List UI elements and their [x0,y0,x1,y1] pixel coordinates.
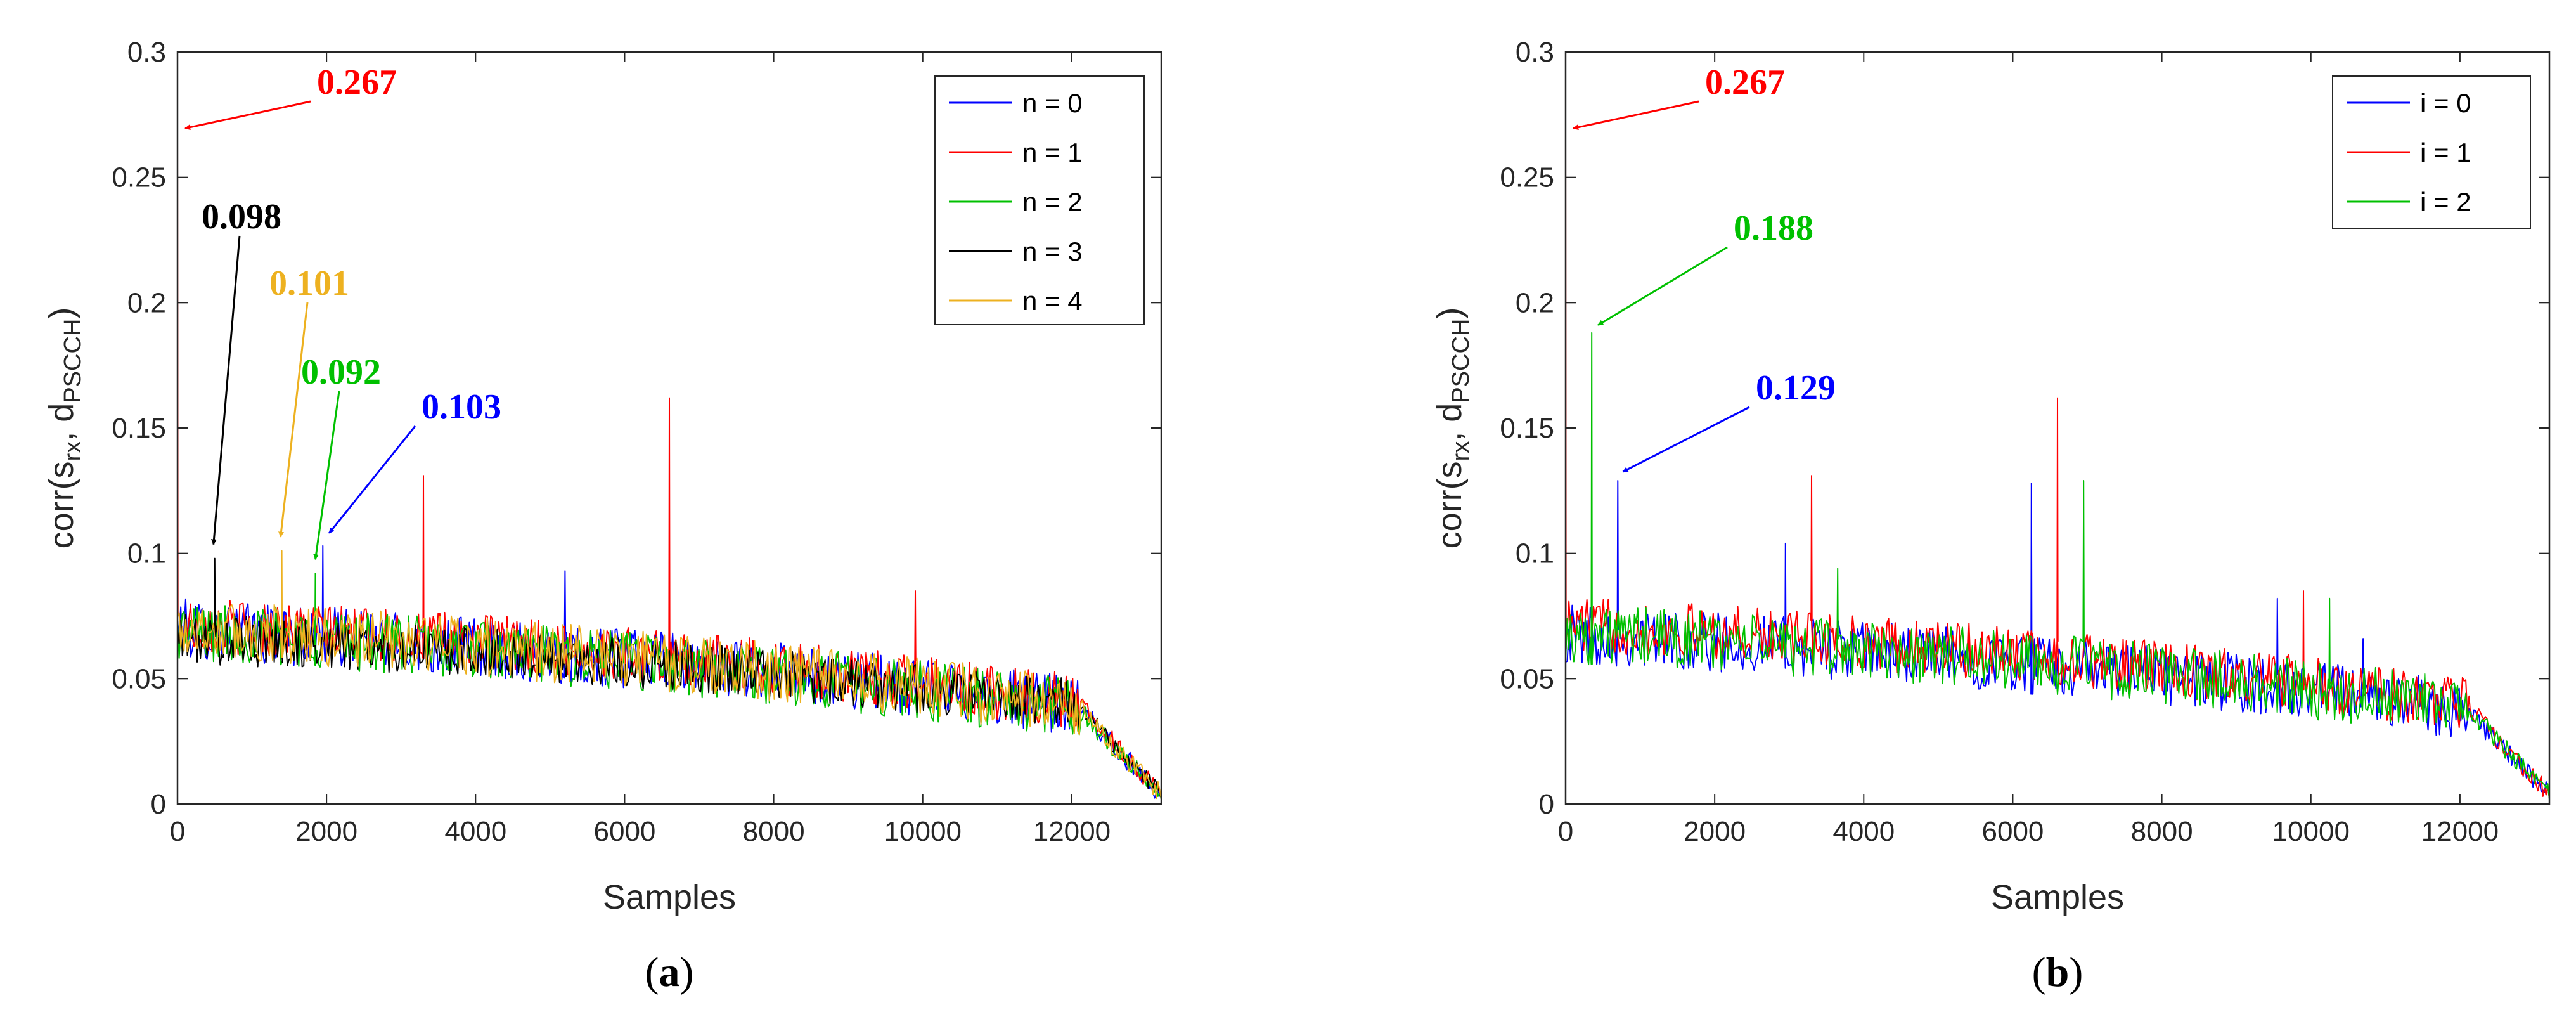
panel-b-annotations-layer: 0.267 0.188 0.129 [1573,63,1836,473]
panel-b-x-tick-label-4: 8000 [2131,816,2193,847]
panel-a-y-axis-label: corr(srx, dPSCCH) [42,308,86,549]
panel-b-x-tick-label-0: 0 [1558,816,1573,847]
panel-b-x-tick-label-1: 2000 [1684,816,1746,847]
panel-a-x-tick-label-3: 6000 [594,816,656,847]
panel-b-legend-label-2: i = 2 [2420,187,2471,217]
panel-a-y-tick-label-2: 0.1 [127,538,166,569]
panel-b-x-axis-label: Samples [1991,878,2124,916]
panel-a-y-tick-label-5: 0.25 [112,162,166,193]
panel-a-y-tick-label-4: 0.2 [127,287,166,318]
panel-a-y-tick-label-6: 0.3 [127,37,166,68]
panel-b-annotation-label-2: 0.129 [1756,368,1836,408]
panel-b-caption: (b) [2032,949,2083,996]
panel-b-y-tick-label-3: 0.15 [1500,413,1554,444]
panel-a-annotation-arrow-3 [313,391,340,561]
panel-a-legend-label-1: n = 1 [1022,138,1083,167]
panel-b-y-tick-label-6: 0.3 [1516,37,1554,68]
panel-b-legend-label-1: i = 1 [2420,138,2471,167]
panel-b-legend-label-0: i = 0 [2420,88,2471,118]
panel-a-x-axis-label: Samples [603,878,736,916]
panel-a-series-layer [177,134,1162,800]
panel-a-series-4-line [177,550,1162,800]
panel-a-legend-label-3: n = 3 [1022,237,1083,266]
panel-a-annotation-label-2: 0.101 [269,264,349,303]
panel-a-legend-label-2: n = 2 [1022,187,1083,217]
panel-a-annotation-arrow-0 [184,100,311,131]
panel-b-x-tick-label-5: 10000 [2272,816,2350,847]
panel-a-x-tick-label-0: 0 [170,816,185,847]
panel-b-legend: i = 0 i = 1 i = 2 [2332,75,2531,229]
panel-a-annotation-arrow-2 [278,302,309,538]
panel-a-annotation-arrow-4 [328,425,416,534]
panel-b: 0 2000 4000 6000 8000 10000 12000 0 0.05 0.1 0.15 0… [1431,37,2551,996]
panel-a-y-tick-label-3: 0.15 [112,413,166,444]
panel-a-annotation-arrow-1 [210,235,241,545]
panel-a-caption: (a) [645,949,694,996]
panel-b-annotation-arrow-2 [1622,406,1750,473]
panel-b-x-tick-label-2: 4000 [1832,816,1895,847]
panel-b-y-tick-label-5: 0.25 [1500,162,1554,193]
panel-a-y-tick-label-1: 0.05 [112,663,166,694]
panel-a-y-tick-label-0: 0 [151,789,166,820]
panel-b-annotation-arrow-0 [1573,100,1699,131]
panel-a-legend-label-0: n = 0 [1022,88,1083,118]
panel-b-y-axis-label: corr(srx, dPSCCH) [1431,308,1474,549]
panel-a-annotation-label-3: 0.092 [301,353,381,392]
panel-a: 0 2000 4000 6000 8000 10000 12000 0 0.05 0.1 0.15 0… [42,37,1162,996]
panel-a-legend-label-4: n = 4 [1022,286,1083,316]
panel-b-series-layer [1565,134,2550,800]
panel-a-x-tick-label-2: 4000 [444,816,506,847]
panel-a-legend: n = 0 n = 1 n = 2 n = 3 n = 4 [934,75,1145,325]
panel-a-x-tick-label-1: 2000 [295,816,357,847]
panel-a-legend-items: n = 0 n = 1 n = 2 n = 3 n = 4 [949,88,1083,316]
panel-a-annotation-label-0: 0.267 [317,63,397,102]
panel-b-series-2-line [1565,332,2550,800]
panel-b-ticks-layer: 0 2000 4000 6000 8000 10000 12000 0 0.05 0.1 0.15 0… [1500,37,2549,847]
panel-b-annotation-label-1: 0.188 [1734,209,1813,248]
panel-b-annotation-arrow-1 [1597,246,1728,327]
panel-b-y-tick-label-1: 0.05 [1500,663,1554,694]
panel-b-legend-items: i = 0 i = 1 i = 2 [2347,88,2471,217]
panel-b-x-tick-label-3: 6000 [1982,816,2044,847]
panel-a-ticks-layer: 0 2000 4000 6000 8000 10000 12000 0 0.05 0.1 0.15 0… [112,37,1161,847]
panel-a-legend-box [934,75,1145,325]
panel-b-y-tick-label-2: 0.1 [1516,538,1554,569]
panel-b-x-tick-label-6: 12000 [2421,816,2499,847]
panel-b-y-tick-label-0: 0 [1539,789,1554,820]
panel-a-x-tick-label-6: 12000 [1033,816,1111,847]
panel-a-x-tick-label-5: 10000 [884,816,962,847]
panel-a-x-tick-label-4: 8000 [743,816,805,847]
panel-a-annotation-label-1: 0.098 [202,197,281,237]
panel-a-annotations-layer: 0.267 0.098 0.101 0.092 0.103 [184,63,501,561]
panel-b-y-tick-label-4: 0.2 [1516,287,1554,318]
panel-b-annotation-label-0: 0.267 [1705,63,1785,102]
panel-a-annotation-label-4: 0.103 [422,387,501,427]
